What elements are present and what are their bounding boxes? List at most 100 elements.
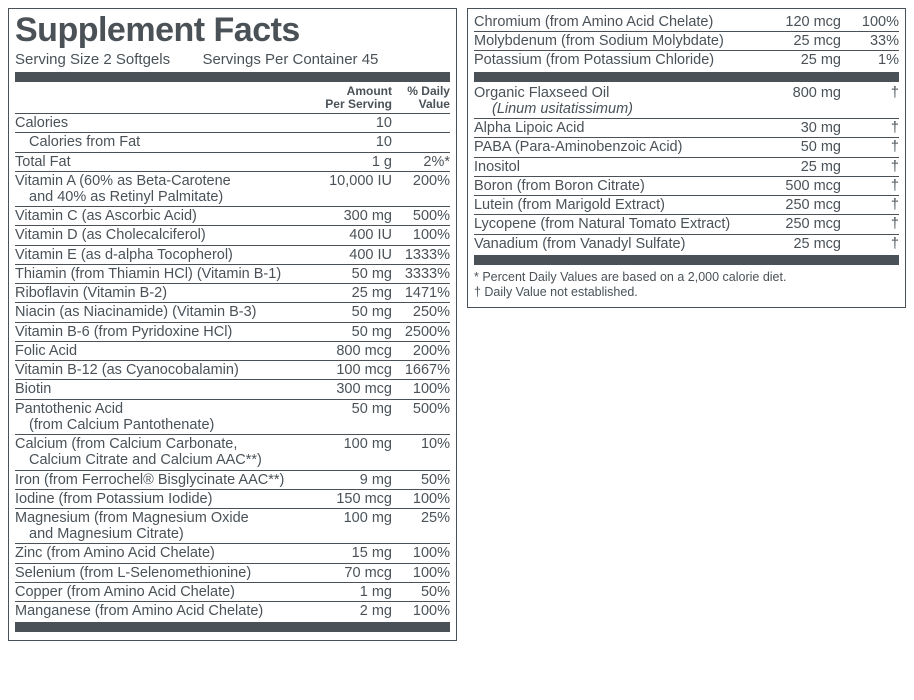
nutrient-name: Lycopene (from Natural Tomato Extract) (474, 216, 757, 232)
nutrient-row: Iron (from Ferrochel® Bisglycinate AAC**… (15, 470, 450, 489)
nutrient-name-cont: and 40% as Retinyl Palmitate) (15, 189, 304, 205)
nutrient-row: Selenium (from L-Selenomethionine)70 mcg… (15, 563, 450, 582)
column-header-row: Amount Per Serving % Daily Value (15, 84, 450, 113)
nutrient-name: Vitamin B-6 (from Pyridoxine HCl) (15, 324, 308, 340)
nutrient-name: Calcium (from Calcium Carbonate,Calcium … (15, 436, 308, 468)
nutrient-row: Boron (from Boron Citrate)500 mcg† (474, 176, 899, 195)
nutrient-amount: 50 mg (308, 266, 392, 282)
nutrient-name: PABA (Para-Aminobenzoic Acid) (474, 139, 757, 155)
nutrient-row: Manganese (from Amino Acid Chelate)2 mg1… (15, 601, 450, 620)
nutrient-amount: 50 mg (308, 324, 392, 340)
nutrient-amount: 250 mcg (757, 216, 841, 232)
nutrient-amount: 25 mg (308, 285, 392, 301)
nutrient-amount: 800 mcg (308, 343, 392, 359)
nutrient-name: Vitamin E (as d-alpha Tocopherol) (15, 247, 308, 263)
nutrient-row: Thiamin (from Thiamin HCl) (Vitamin B-1)… (15, 264, 450, 283)
nutrient-row: Molybdenum (from Sodium Molybdate)25 mcg… (474, 31, 899, 50)
nutrient-name: Calories (15, 115, 308, 131)
nutrient-amount: 25 mcg (757, 33, 841, 49)
nutrient-dv: † (841, 120, 899, 136)
nutrient-dv: 500% (392, 401, 450, 417)
nutrient-dv: † (841, 216, 899, 232)
header-amount-1: Amount (347, 84, 392, 98)
nutrient-row: Niacin (as Niacinamide) (Vitamin B-3)50 … (15, 302, 450, 321)
nutrient-amount: 25 mcg (757, 236, 841, 252)
nutrient-amount: 9 mg (308, 472, 392, 488)
nutrient-amount: 70 mcg (308, 565, 392, 581)
nutrient-amount: 50 mg (308, 304, 392, 320)
nutrient-name: Vitamin B-12 (as Cyanocobalamin) (15, 362, 308, 378)
nutrient-dv: 50% (392, 584, 450, 600)
nutrient-dv: 200% (392, 343, 450, 359)
serving-line: Serving Size 2 Softgels Servings Per Con… (15, 51, 450, 68)
nutrient-amount: 250 mcg (757, 197, 841, 213)
nutrient-row: Vitamin B-12 (as Cyanocobalamin)100 mcg1… (15, 360, 450, 379)
nutrient-row: Potassium (from Potassium Chloride)25 mg… (474, 50, 899, 69)
nutrient-amount: 10 (308, 134, 392, 150)
nutrient-amount: 10 (308, 115, 392, 131)
nutrient-name: Niacin (as Niacinamide) (Vitamin B-3) (15, 304, 308, 320)
nutrient-row: Calories10 (15, 114, 450, 132)
thick-bar (15, 72, 450, 82)
nutrient-row: Inositol25 mg† (474, 157, 899, 176)
nutrient-amount: 2 mg (308, 603, 392, 619)
nutrient-dv: 33% (841, 33, 899, 49)
nutrient-name: Boron (from Boron Citrate) (474, 178, 757, 194)
nutrient-name: Molybdenum (from Sodium Molybdate) (474, 33, 757, 49)
nutrient-dv: 2%* (392, 154, 450, 170)
thick-bar-bottom (15, 622, 450, 632)
rows-right-top: Chromium (from Amino Acid Chelate)120 mc… (474, 13, 899, 70)
left-panel: Supplement Facts Serving Size 2 Softgels… (8, 8, 457, 641)
nutrient-amount: 50 mg (757, 139, 841, 155)
nutrient-dv: 100% (392, 603, 450, 619)
nutrient-row: Alpha Lipoic Acid30 mg† (474, 118, 899, 137)
nutrient-row: Magnesium (from Magnesium Oxideand Magne… (15, 508, 450, 543)
rows-left: Calories10Calories from Fat10Total Fat1 … (15, 114, 450, 620)
nutrient-dv: † (841, 85, 899, 101)
nutrient-name: Vanadium (from Vanadyl Sulfate) (474, 236, 757, 252)
nutrient-name: Folic Acid (15, 343, 308, 359)
nutrient-row: PABA (Para-Aminobenzoic Acid)50 mg† (474, 137, 899, 156)
nutrient-name: Vitamin C (as Ascorbic Acid) (15, 208, 308, 224)
nutrient-dv: 100% (392, 381, 450, 397)
nutrient-name: Iodine (from Potassium Iodide) (15, 491, 308, 507)
nutrient-name: Magnesium (from Magnesium Oxideand Magne… (15, 510, 308, 542)
nutrient-row: Vitamin A (60% as Beta-Caroteneand 40% a… (15, 171, 450, 206)
serving-size-value: 2 Softgels (103, 51, 170, 68)
nutrient-name: Chromium (from Amino Acid Chelate) (474, 14, 757, 30)
nutrient-dv: 1333% (392, 247, 450, 263)
header-amount-2: Per Serving (325, 97, 392, 111)
nutrient-dv: 1% (841, 52, 899, 68)
header-dv-1: % Daily (407, 84, 450, 98)
facts-title: Supplement Facts (15, 13, 450, 49)
nutrient-amount: 120 mcg (757, 14, 841, 30)
nutrient-name: Inositol (474, 159, 757, 175)
nutrient-dv: 100% (392, 545, 450, 561)
nutrient-name: Total Fat (15, 154, 308, 170)
nutrient-dv: † (841, 197, 899, 213)
nutrient-amount: 25 mg (757, 52, 841, 68)
nutrient-row: Vitamin B-6 (from Pyridoxine HCl)50 mg25… (15, 322, 450, 341)
nutrient-amount: 300 mcg (308, 381, 392, 397)
nutrient-name: Biotin (15, 381, 308, 397)
nutrient-dv: 100% (392, 491, 450, 507)
nutrient-row: Copper (from Amino Acid Chelate)1 mg50% (15, 582, 450, 601)
nutrient-dv: 2500% (392, 324, 450, 340)
nutrient-name: Calories from Fat (15, 134, 308, 150)
nutrient-amount: 800 mg (757, 85, 841, 101)
nutrient-amount: 50 mg (308, 401, 392, 417)
servings-per-container-value: 45 (362, 51, 379, 68)
nutrient-dv: † (841, 178, 899, 194)
nutrient-amount: 10,000 IU (308, 173, 392, 189)
nutrient-dv: 500% (392, 208, 450, 224)
nutrient-row: Organic Flaxseed Oil(Linum usitatissimum… (474, 84, 899, 118)
nutrient-name: Selenium (from L-Selenomethionine) (15, 565, 308, 581)
nutrient-dv: 1667% (392, 362, 450, 378)
nutrient-amount: 30 mg (757, 120, 841, 136)
nutrient-name-cont: and Magnesium Citrate) (15, 526, 304, 542)
nutrient-amount: 400 IU (308, 227, 392, 243)
nutrient-row: Lutein (from Marigold Extract)250 mcg† (474, 195, 899, 214)
nutrient-dv: 25% (392, 510, 450, 526)
nutrient-amount: 500 mcg (757, 178, 841, 194)
nutrient-dv: 250% (392, 304, 450, 320)
